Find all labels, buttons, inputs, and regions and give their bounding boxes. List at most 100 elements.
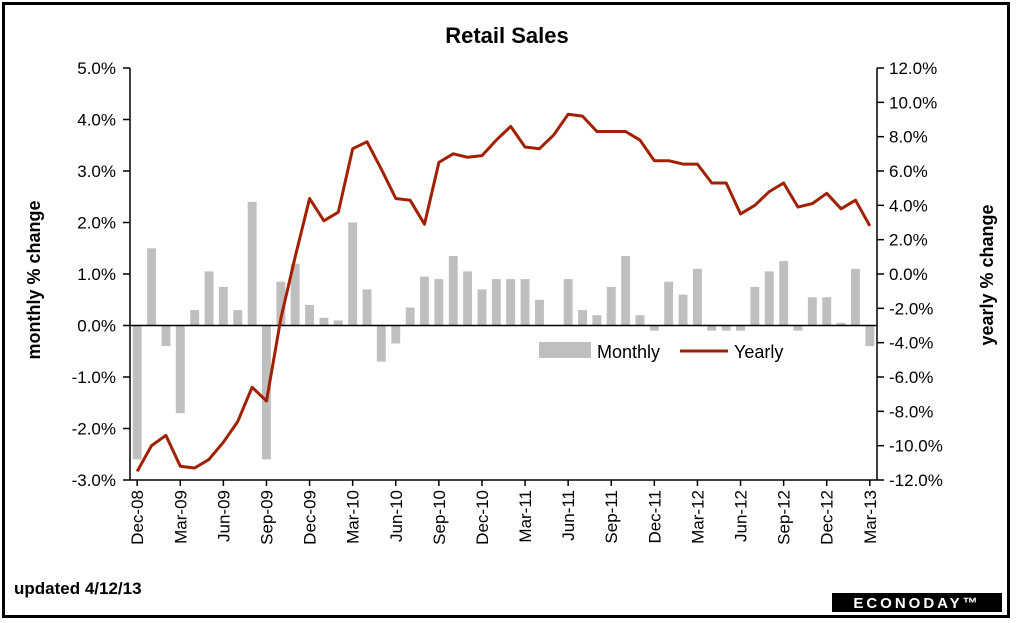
x-tick-label: Sep-10 xyxy=(430,490,449,545)
x-tick-label: Sep-12 xyxy=(775,490,794,545)
econoday-logo: ECONODAY™ xyxy=(832,593,1002,612)
left-tick-label: -1.0% xyxy=(72,368,116,387)
left-tick-label: 2.0% xyxy=(77,214,116,233)
bar-monthly-Oct-10 xyxy=(448,256,458,326)
bar-monthly-Mar-10 xyxy=(348,222,358,326)
x-tick-label: Sep-09 xyxy=(258,490,277,545)
bar-monthly-Jun-12 xyxy=(736,325,745,331)
x-tick-label: Mar-09 xyxy=(171,490,190,544)
monthly-bars xyxy=(132,201,875,460)
right-tick-label: 6.0% xyxy=(889,162,928,181)
right-tick-label: 2.0% xyxy=(889,231,928,250)
right-axis-title: yearly % change xyxy=(977,204,997,345)
bar-monthly-Jul-10 xyxy=(405,307,415,326)
bar-monthly-Sep-09 xyxy=(262,325,271,460)
bar-monthly-Nov-10 xyxy=(463,271,472,326)
bar-monthly-Nov-11 xyxy=(635,315,645,326)
bar-monthly-Feb-09 xyxy=(161,325,171,347)
x-tick-label: Jun-10 xyxy=(387,490,406,542)
x-tick-label: Mar-10 xyxy=(344,490,363,544)
bar-monthly-May-10 xyxy=(376,325,386,362)
bar-monthly-Sep-11 xyxy=(606,286,616,326)
right-tick-label: 12.0% xyxy=(889,59,937,78)
bar-monthly-Oct-09 xyxy=(276,281,286,326)
legend-monthly-swatch xyxy=(539,342,591,358)
bar-monthly-Dec-11 xyxy=(649,325,659,331)
bar-monthly-Apr-11 xyxy=(535,299,544,326)
x-tick-label: Dec-10 xyxy=(473,490,492,545)
x-tick-label: Dec-09 xyxy=(301,490,320,545)
x-tick-label: Mar-11 xyxy=(516,490,535,543)
right-axis-ticks: -12.0% -10.0% -8.0% -6.0% -4.0% -2.0% 0.0% 2.0%… xyxy=(877,59,943,490)
x-tick-label: Mar-13 xyxy=(861,490,880,544)
chart-title: Retail Sales xyxy=(445,23,569,48)
bar-monthly-Mar-09 xyxy=(175,325,185,414)
bar-monthly-Jan-10 xyxy=(319,317,329,326)
x-tick-label: Jun-11 xyxy=(559,490,578,541)
bar-monthly-Jun-09 xyxy=(218,286,228,326)
right-tick-label: 4.0% xyxy=(889,196,928,215)
bar-monthly-Mar-12 xyxy=(693,268,702,326)
bar-monthly-Feb-10 xyxy=(333,320,343,326)
bar-monthly-Dec-08 xyxy=(132,325,142,460)
bar-monthly-Dec-12 xyxy=(822,297,832,326)
legend-monthly-label: Monthly xyxy=(597,342,660,362)
bar-monthly-Jun-10 xyxy=(391,325,401,344)
bar-monthly-Apr-12 xyxy=(707,325,717,331)
bar-monthly-May-09 xyxy=(204,271,214,326)
x-tick-label: Dec-12 xyxy=(818,490,837,545)
bar-monthly-Jul-12 xyxy=(750,286,760,326)
right-tick-label: 8.0% xyxy=(889,128,928,147)
bar-monthly-May-12 xyxy=(721,325,731,331)
updated-date: updated 4/12/13 xyxy=(14,579,142,598)
bar-monthly-Nov-09 xyxy=(290,263,300,326)
bar-monthly-Mar-13 xyxy=(865,325,875,347)
x-axis-ticks: Dec-08 Mar-09 Jun-09 Sep-09 Dec-09 Mar-10 Jun-… xyxy=(128,480,880,545)
bar-monthly-Dec-09 xyxy=(305,304,314,326)
left-tick-label: 1.0% xyxy=(77,265,116,284)
bar-monthly-Jan-09 xyxy=(147,248,156,326)
legend-yearly-label: Yearly xyxy=(734,342,783,362)
x-tick-label: Mar-12 xyxy=(688,490,707,544)
left-tick-label: -3.0% xyxy=(72,471,116,490)
bar-monthly-Sep-10 xyxy=(434,279,444,326)
econoday-logo-text: ECONODAY™ xyxy=(853,595,980,612)
right-tick-label: 0.0% xyxy=(889,265,928,284)
right-tick-label: -6.0% xyxy=(889,368,933,387)
right-tick-label: -12.0% xyxy=(889,471,943,490)
bar-monthly-Feb-13 xyxy=(851,268,860,326)
x-tick-label: Dec-08 xyxy=(128,490,147,545)
bar-monthly-Jul-11 xyxy=(578,310,587,326)
bar-monthly-Aug-12 xyxy=(764,271,774,326)
bar-monthly-Aug-10 xyxy=(420,276,429,326)
bar-monthly-Apr-10 xyxy=(362,289,372,326)
x-tick-label: Jun-12 xyxy=(732,490,751,542)
left-axis-title: monthly % change xyxy=(24,200,44,359)
bar-monthly-Nov-12 xyxy=(807,297,817,326)
bar-monthly-Jun-11 xyxy=(563,279,573,326)
bar-monthly-Jul-09 xyxy=(233,310,243,326)
bar-monthly-Apr-09 xyxy=(190,310,200,326)
left-axis-ticks: -3.0% -2.0% -1.0% 0.0% 1.0% 2.0% 3.0% 4.0% 5.0% xyxy=(72,59,130,490)
yearly-line xyxy=(135,112,872,473)
right-tick-label: -2.0% xyxy=(889,299,933,318)
x-tick-label: Sep-11 xyxy=(602,490,621,544)
right-tick-label: -4.0% xyxy=(889,334,933,353)
bar-monthly-Feb-12 xyxy=(678,294,688,326)
left-tick-label: 3.0% xyxy=(77,162,116,181)
bar-monthly-Jan-13 xyxy=(836,322,846,326)
right-tick-label: -8.0% xyxy=(889,402,933,421)
left-tick-label: 5.0% xyxy=(77,59,116,78)
bar-monthly-Oct-11 xyxy=(621,256,631,326)
right-tick-label: -10.0% xyxy=(889,437,943,456)
bar-monthly-Jan-11 xyxy=(491,279,501,326)
x-tick-label: Jun-09 xyxy=(214,490,233,542)
bar-monthly-Aug-09 xyxy=(247,201,257,326)
bar-monthly-Mar-11 xyxy=(520,279,530,326)
legend: Monthly Yearly xyxy=(539,342,783,362)
right-tick-label: 10.0% xyxy=(889,93,937,112)
bar-monthly-Feb-11 xyxy=(506,279,516,326)
bar-monthly-Sep-12 xyxy=(779,261,789,326)
